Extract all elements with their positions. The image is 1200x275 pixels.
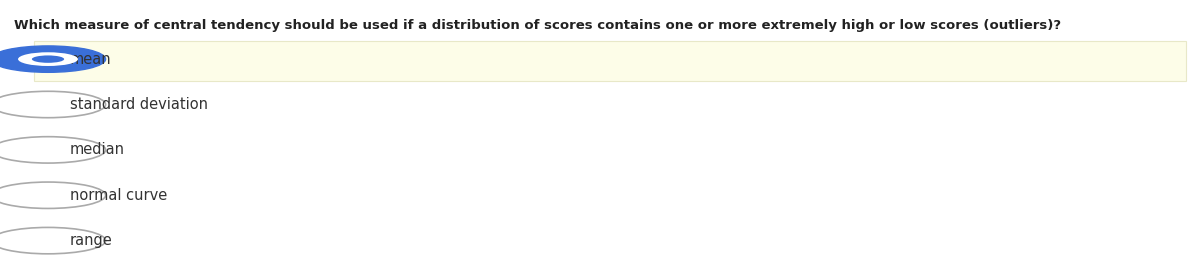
Circle shape [0,182,106,208]
Text: range: range [70,233,113,248]
Text: normal curve: normal curve [70,188,167,203]
Circle shape [32,56,64,63]
Circle shape [0,46,106,72]
Circle shape [18,52,78,66]
Circle shape [0,91,106,118]
Text: Which measure of central tendency should be used if a distribution of scores con: Which measure of central tendency should… [14,19,1062,32]
Text: median: median [70,142,125,157]
Circle shape [0,137,106,163]
Text: standard deviation: standard deviation [70,97,208,112]
Circle shape [0,227,106,254]
Text: mean: mean [70,52,112,67]
FancyBboxPatch shape [34,41,1186,81]
